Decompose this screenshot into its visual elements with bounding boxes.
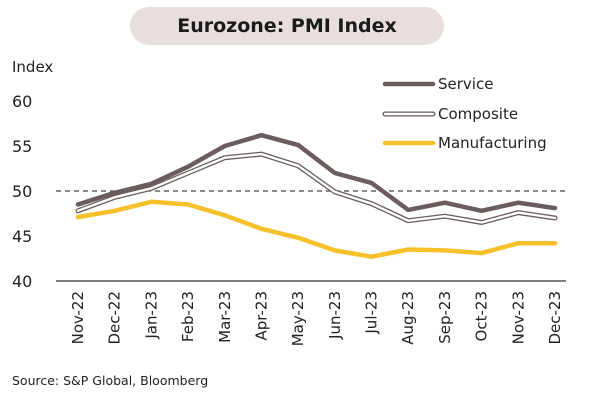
x-tick-label: Feb-23: [179, 291, 197, 342]
series-line-service: [75, 132, 558, 214]
x-tick-label: Dec-23: [546, 291, 564, 345]
x-tick-label: Nov-22: [69, 291, 87, 344]
x-tick-label: Jan-23: [142, 291, 160, 340]
x-tick-label: Jun-23: [326, 291, 344, 340]
y-tick-label: 45: [12, 227, 32, 246]
legend-label-manufacturing: Manufacturing: [438, 134, 547, 152]
x-tick-label: May-23: [289, 291, 307, 346]
y-tick-label: 40: [12, 272, 32, 291]
x-tick-label: Dec-22: [106, 291, 124, 345]
series-line-composite-inner: [76, 152, 557, 224]
x-tick-label: Jul-23: [363, 291, 381, 335]
x-tick-label: Aug-23: [399, 291, 417, 345]
x-tick-label: Nov-23: [509, 291, 527, 344]
chart-title: Eurozone: PMI Index: [130, 7, 444, 45]
x-tick-label: Apr-23: [252, 291, 270, 341]
source-note: Source: S&P Global, Bloomberg: [12, 373, 209, 388]
y-tick-label: 60: [12, 92, 32, 111]
y-tick-label: 55: [12, 137, 32, 156]
series-line-manufacturing: [75, 199, 558, 259]
x-tick-label: Oct-23: [473, 291, 491, 341]
x-tick-label: Sep-23: [436, 291, 454, 344]
x-tick-label: Mar-23: [216, 291, 234, 343]
y-tick-label: 50: [12, 182, 32, 201]
legend-label-service: Service: [438, 75, 493, 93]
legend-label-composite: Composite: [438, 105, 518, 123]
y-axis-label: Index: [12, 58, 54, 76]
